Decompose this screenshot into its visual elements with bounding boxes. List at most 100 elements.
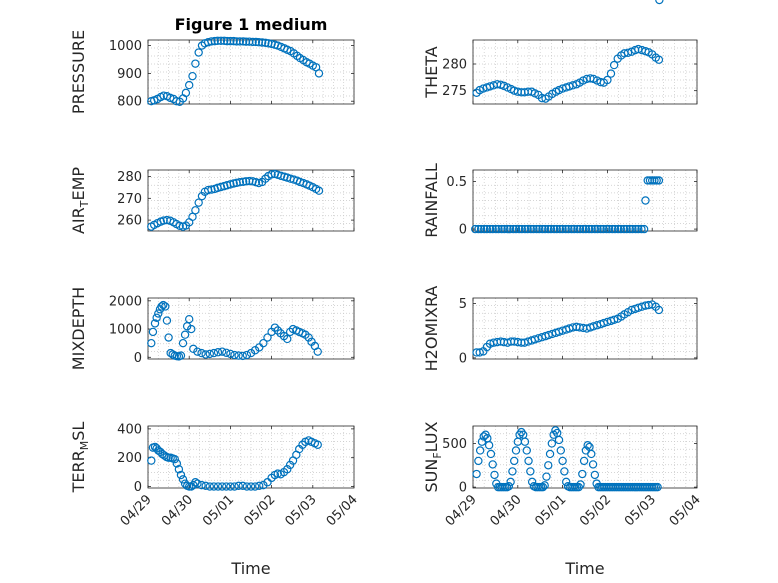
y-axis-label: SUNFLUX — [422, 421, 444, 492]
x-tick-label: 05/04 — [667, 492, 704, 529]
data-point — [526, 224, 535, 234]
y-axis-label: RAINFALL — [422, 163, 441, 238]
data-point — [234, 481, 243, 491]
data-point — [604, 224, 614, 234]
data-point — [511, 224, 521, 234]
data-point — [235, 177, 245, 187]
y-axis-label: PRESSURE — [69, 30, 88, 114]
data-point — [488, 460, 497, 469]
data-point — [652, 176, 661, 185]
data-point — [546, 224, 556, 234]
data-point — [608, 224, 617, 234]
data-point — [581, 224, 591, 234]
data-point — [213, 348, 223, 357]
data-point — [248, 177, 257, 186]
data-point — [511, 446, 521, 455]
data-point — [524, 456, 533, 466]
data-point — [283, 465, 292, 474]
axes-box — [472, 297, 698, 360]
data-point — [213, 482, 223, 491]
data-point — [510, 456, 519, 466]
data-point — [654, 55, 664, 64]
y-tick-label: 1000 — [109, 323, 142, 338]
data-point — [261, 174, 270, 183]
chart-panel-rainfall: 0 0.5 RAINFALL — [422, 163, 698, 238]
data-point — [488, 224, 497, 234]
data-point — [573, 224, 582, 234]
data-point — [556, 446, 566, 455]
data-point — [560, 467, 569, 476]
data-point — [273, 326, 282, 335]
data-point — [235, 37, 245, 46]
data-point — [248, 37, 257, 47]
data-point — [238, 481, 247, 491]
data-point — [578, 469, 587, 479]
y-tick-label: 500 — [442, 437, 467, 452]
data-point — [639, 224, 649, 234]
chart-panel-h2omixra: 0 5 H2OMIXRA — [422, 286, 698, 371]
data-point — [178, 475, 188, 484]
data-point — [147, 456, 156, 465]
data-point — [207, 185, 216, 194]
data-point — [526, 467, 535, 476]
axes-box — [147, 425, 355, 489]
data-point — [579, 224, 588, 234]
data-point — [209, 348, 219, 358]
data-point — [500, 224, 509, 234]
data-point — [178, 338, 188, 348]
data-point — [609, 60, 619, 70]
data-point — [631, 224, 640, 234]
data-point — [313, 347, 322, 356]
data-point — [610, 224, 620, 234]
data-point — [653, 482, 662, 492]
data-point — [654, 305, 664, 315]
y-tick-label: 275 — [442, 84, 467, 99]
data-point — [246, 482, 256, 491]
data-point — [263, 333, 272, 342]
axes-box — [147, 39, 355, 105]
data-point — [257, 38, 267, 47]
data-point — [193, 347, 202, 356]
data-point — [503, 224, 512, 234]
data-point — [217, 482, 227, 491]
y-tick-label: 900 — [117, 67, 142, 82]
y-tick-label: 0 — [134, 480, 142, 495]
data-point — [542, 472, 551, 481]
data-point — [270, 323, 280, 332]
data-point — [162, 316, 172, 325]
y-tick-label: 800 — [117, 95, 142, 110]
y-tick-label: 0 — [459, 351, 467, 366]
x-axis-label: Time — [230, 559, 270, 578]
data-point — [532, 224, 541, 234]
y-axis-label: AIRTEMP — [69, 167, 91, 234]
data-point — [188, 71, 197, 81]
y-tick-label: 270 — [117, 192, 142, 207]
data-point — [159, 300, 168, 310]
data-point — [637, 224, 646, 234]
data-point — [474, 224, 483, 234]
data-point — [191, 59, 200, 68]
data-point — [529, 224, 538, 234]
data-point — [590, 470, 600, 480]
data-point — [245, 37, 254, 46]
data-point — [197, 480, 206, 490]
data-point — [222, 348, 231, 357]
data-point — [613, 224, 623, 234]
data-point — [207, 37, 216, 46]
axes-box — [147, 297, 355, 360]
y-tick-label: 400 — [117, 422, 142, 437]
y-tick-label: 280 — [442, 58, 467, 73]
x-axis-label: Time — [564, 559, 604, 578]
data-point — [490, 470, 499, 480]
y-tick-label: 1000 — [109, 39, 142, 54]
x-tick-label: 05/03 — [283, 492, 320, 529]
data-point — [471, 224, 480, 234]
data-point — [304, 333, 313, 342]
data-point — [583, 441, 592, 450]
data-point — [552, 224, 561, 234]
data-point — [567, 224, 576, 234]
data-point — [209, 482, 219, 491]
data-point — [267, 170, 276, 179]
data-point — [154, 309, 163, 318]
data-point — [194, 48, 203, 57]
